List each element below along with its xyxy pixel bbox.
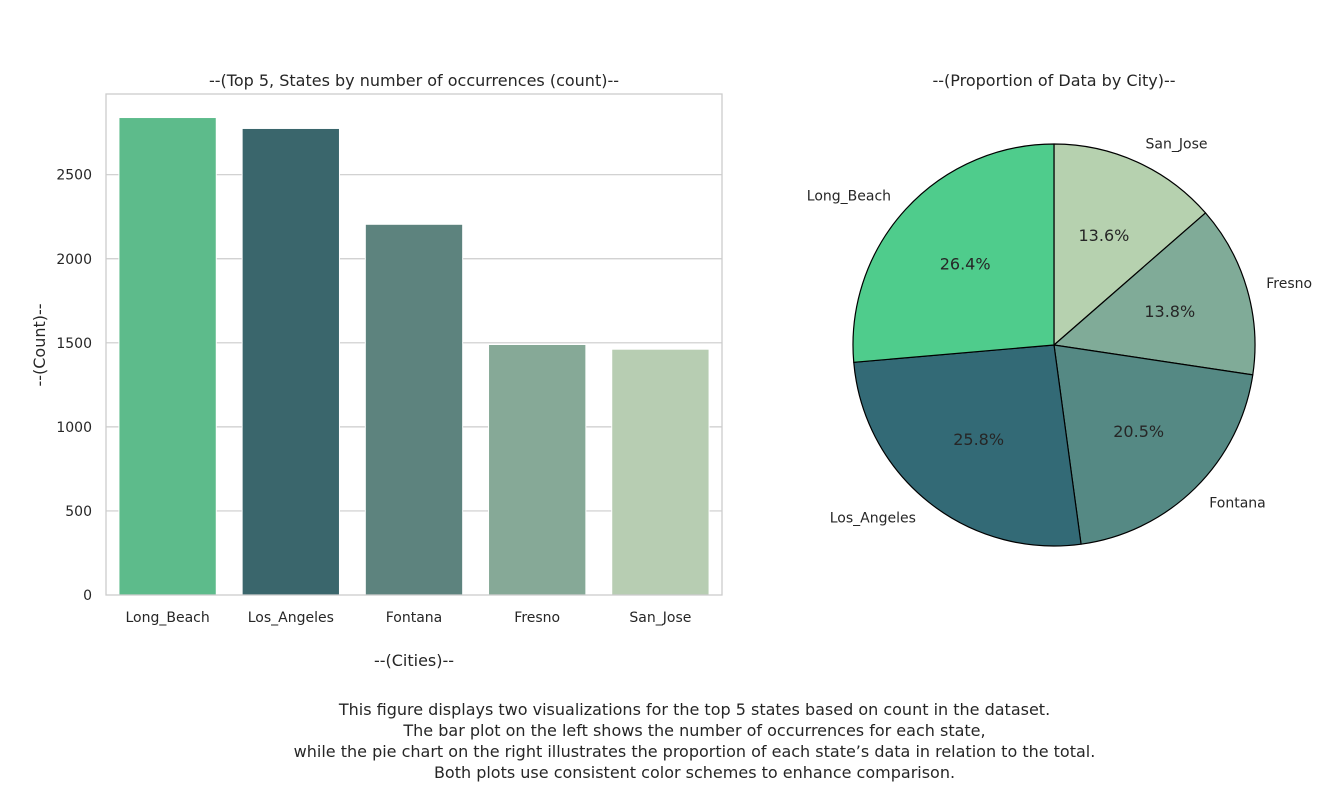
pie-label-los-angeles: Los_Angeles	[830, 511, 916, 527]
bar-san-jose	[611, 348, 710, 596]
pie-slice-long-beach	[852, 143, 1055, 363]
bar-long-beach	[118, 117, 217, 596]
bar-y-tick-label: 1000	[56, 420, 92, 436]
pie-percent-los-angeles: 25.8%	[953, 430, 1004, 449]
bar-series	[118, 117, 710, 596]
bar-y-tick-label: 500	[65, 504, 92, 520]
bar-y-axis-label: --(Count)--	[30, 303, 49, 386]
pie-slice-los-angeles	[853, 344, 1082, 547]
bar-y-tick-label: 2500	[56, 168, 92, 184]
pie-chart: --(Proportion of Data by City)-- San_Jos…	[807, 71, 1312, 547]
bar-x-tick-label: Los_Angeles	[248, 610, 334, 626]
bar-plot-frame	[105, 93, 723, 596]
caption-line: This figure displays two visualizations …	[338, 700, 1051, 719]
pie-slice-fresno	[1053, 212, 1256, 376]
pie-slice-san-jose	[1053, 143, 1207, 346]
bar-fontana	[364, 223, 464, 596]
bar-chart-title: --(Top 5, States by number of occurrence…	[209, 71, 619, 90]
bar-los-angeles	[241, 127, 340, 596]
caption-line: The bar plot on the left shows the numbe…	[403, 721, 986, 740]
caption-line: Both plots use consistent color schemes …	[433, 763, 956, 782]
bar-y-tick-label: 1500	[56, 336, 92, 352]
bar-fresno	[488, 344, 587, 596]
bar-x-tick-label: Long_Beach	[125, 610, 209, 626]
pie-slice-fontana	[1053, 344, 1254, 545]
bar-x-axis-label: --(Cities)--	[374, 651, 454, 670]
pie-slice-labels: San_Jose Fresno Fontana Los_Angeles Long_Bea…	[807, 137, 1312, 527]
pie-chart-title: --(Proportion of Data by City)--	[932, 71, 1175, 90]
bar-x-tick-labels: Long_Beach Los_Angeles Fontana Fresno San_Jo…	[125, 610, 691, 626]
bar-chart: --(Top 5, States by number of occurrence…	[30, 71, 723, 670]
pie-label-fresno: Fresno	[1266, 276, 1312, 292]
pie-percent-long-beach: 26.4%	[940, 254, 991, 273]
caption-line: while the pie chart on the right illustr…	[293, 742, 1096, 761]
pie-percent-labels: 13.6% 13.8% 20.5% 25.8% 26.4%	[940, 226, 1195, 449]
bar-x-tick-label: San_Jose	[629, 610, 691, 626]
figure-caption: This figure displays two visualizations …	[0, 699, 1325, 783]
bar-y-tick-label: 2000	[56, 252, 92, 268]
pie-label-long-beach: Long_Beach	[807, 189, 891, 205]
pie-label-san-jose: San_Jose	[1146, 137, 1208, 153]
bar-y-tick-labels: 0 500 1000 1500 2000 2500	[56, 168, 92, 604]
pie-percent-fresno: 13.8%	[1144, 302, 1195, 321]
pie-label-fontana: Fontana	[1209, 495, 1266, 511]
pie-percent-fontana: 20.5%	[1113, 422, 1164, 441]
pie-slices	[852, 143, 1256, 547]
bar-x-tick-label: Fresno	[514, 610, 560, 626]
pie-percent-san-jose: 13.6%	[1079, 226, 1130, 245]
bar-x-tick-label: Fontana	[386, 610, 443, 626]
bar-y-tick-label: 0	[83, 588, 92, 604]
